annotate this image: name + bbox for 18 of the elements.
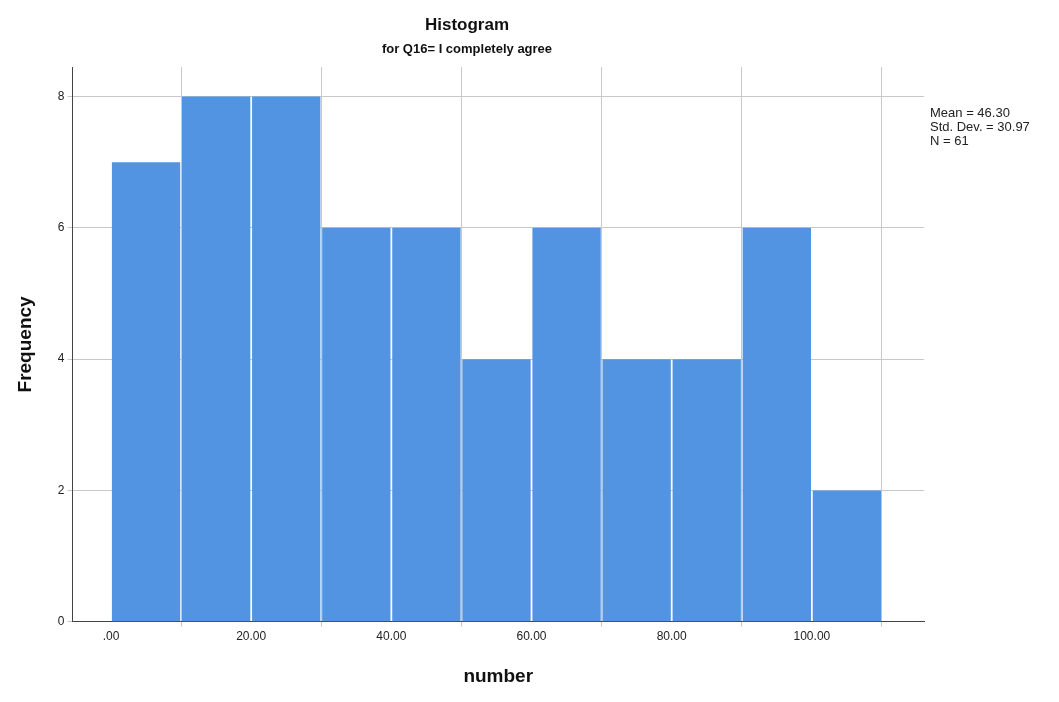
y-tick-label: 6 (57, 220, 65, 235)
x-tick-label: .00 (102, 629, 120, 644)
y-axis-title: Frequency (13, 295, 35, 393)
x-axis-title: number (463, 664, 534, 686)
x-tick-label: 100.00 (793, 629, 831, 644)
text: N = 61 (930, 133, 970, 148)
x-tick-label: 20.00 (236, 629, 267, 644)
chart-title: Histogram (424, 14, 510, 34)
y-tick-label: 2 (57, 482, 65, 497)
x-tick-label: 80.00 (656, 629, 688, 644)
x-tick-label: 40.00 (376, 629, 407, 644)
y-tick-label: 0 (57, 614, 65, 629)
x-tick-label: 60.00 (516, 629, 547, 644)
text: Mean = 46.30 (930, 105, 1011, 120)
y-tick-label: 8 (57, 88, 65, 103)
chart-subtitle: for Q16= I completely agree (381, 40, 553, 56)
text: Std. Dev. = 30.97 (930, 119, 1030, 134)
y-tick-label: 4 (57, 351, 65, 366)
